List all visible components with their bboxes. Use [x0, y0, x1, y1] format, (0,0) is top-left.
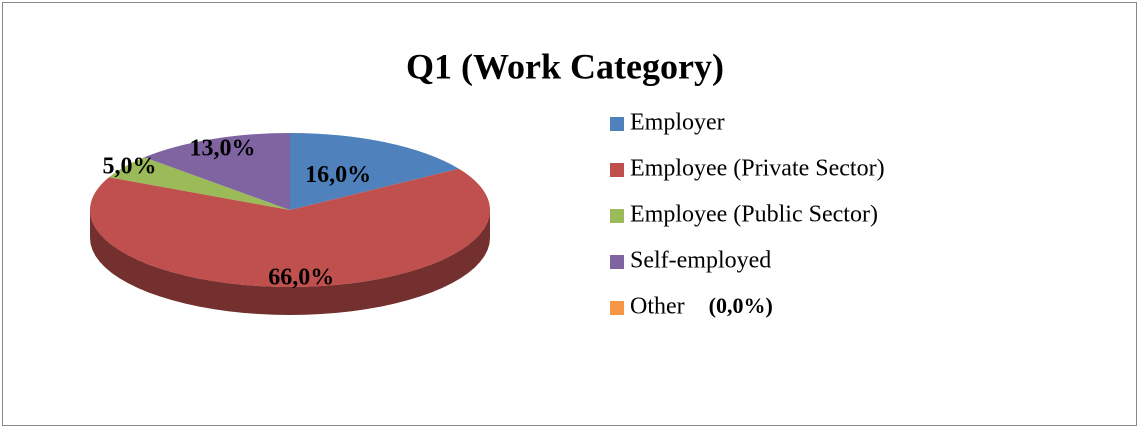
legend-entry: Other (0,0%) [610, 293, 773, 320]
legend-swatch [610, 163, 624, 177]
data-label: 16,0% [305, 162, 371, 188]
legend-entry: Employee (Public Sector) [610, 202, 878, 228]
chart-title: Q1 (Work Category) [406, 46, 724, 86]
legend-value-label: (0,0%) [709, 293, 773, 318]
slice [144, 133, 290, 210]
data-label: 5,0% [103, 154, 157, 180]
legend-label: Employee (Private Sector) [630, 156, 885, 182]
slice [109, 157, 290, 210]
legend-swatch [610, 209, 624, 223]
legend-label: Employer [630, 110, 725, 136]
slice-side [90, 210, 490, 315]
legend-swatch [610, 301, 624, 315]
slice [89, 168, 490, 287]
legend-entry: Self-employed [610, 248, 771, 274]
data-label: 66,0% [268, 265, 334, 291]
legend-entry: Employee (Private Sector) [610, 156, 885, 182]
slice [290, 133, 459, 210]
legend-swatch [610, 117, 624, 131]
legend-swatch [610, 255, 624, 269]
legend-entry: Employer [610, 110, 725, 136]
legend-label: Self-employed [630, 248, 771, 274]
legend-label: Employee (Public Sector) [630, 202, 878, 228]
legend-label: Other [630, 294, 685, 320]
data-label: 13,0% [189, 135, 255, 161]
